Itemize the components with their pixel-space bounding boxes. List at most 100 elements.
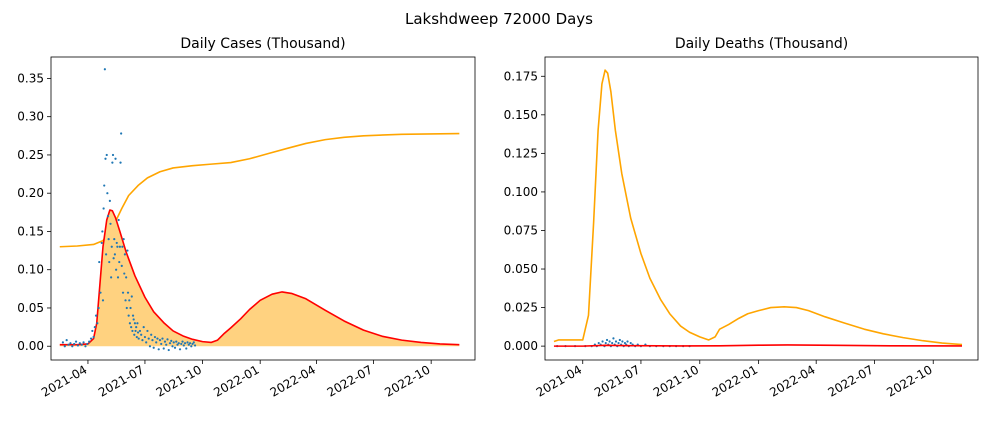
cases-observed-points-point (145, 341, 148, 344)
cases-observed-points-point (61, 341, 64, 344)
cases-observed-points-point (101, 299, 105, 302)
cases-observed-points-point (88, 340, 91, 343)
cases-observed-points-point (134, 329, 137, 333)
cases-observed-points-point (122, 238, 125, 241)
cases-observed-points-point (173, 346, 177, 349)
cases-observed-points-point (181, 340, 184, 343)
cases-observed-points-point (114, 157, 117, 160)
deaths-ytick-label: 0.150 (504, 108, 538, 122)
cases-observed-points-point (113, 253, 116, 256)
cases-observed-points-point (186, 341, 189, 344)
cases-observed-points-point (71, 345, 74, 348)
cases-observed-points-point (98, 260, 101, 264)
deaths-ytick-label: 0.000 (504, 339, 538, 353)
cases-observed-points-point (176, 343, 179, 346)
cases-observed-points-point (69, 342, 72, 345)
cases-observed-points-point (67, 343, 70, 346)
cases-observed-points-point (130, 295, 133, 298)
cases-observed-points-point (183, 342, 187, 345)
cases-observed-points-point (111, 153, 115, 157)
cases-observed-points-point (119, 161, 122, 164)
cases-observed-points-point (131, 314, 135, 317)
cases-observed-points-point (127, 314, 130, 317)
cases-observed-points-point (155, 341, 158, 344)
cases-observed-points-point (91, 329, 94, 333)
cases-observed-points-point (150, 333, 153, 336)
cases-observed-points-point (109, 222, 112, 225)
cases-observed-points-point (130, 326, 133, 329)
cases-observed-points-point (110, 245, 113, 248)
cases-observed-points-point (177, 342, 180, 345)
deaths-ytick-label: 0.050 (504, 262, 538, 276)
cases-fit-band (59, 210, 460, 347)
cases-ytick-label: 0.05 (17, 301, 44, 315)
cases-observed-points-point (82, 341, 85, 344)
cases-observed-points-point (120, 132, 123, 135)
deaths-observed-points-point (623, 341, 627, 345)
cases-ytick-label: 0.30 (17, 110, 44, 124)
cases-observed-points-point (125, 306, 128, 310)
cases-axes-frame (50, 56, 476, 361)
cases-observed-points-point (190, 345, 193, 348)
cases-observed-points-point (118, 260, 121, 264)
cases-observed-points-point (113, 238, 116, 241)
cases-observed-points-point (188, 342, 192, 345)
cases-observed-points-point (84, 345, 87, 348)
deaths-observed-points-point (604, 341, 607, 345)
deaths-axes-frame (544, 56, 979, 361)
cases-observed-points-point (80, 343, 83, 346)
deaths-observed-points-point (612, 337, 615, 340)
deaths-observed-points-point (608, 340, 611, 343)
cases-observed-points-point (74, 340, 78, 343)
cases-plot-area (59, 68, 460, 352)
cases-observed-points-point (146, 329, 149, 333)
deaths-ytick-label: 0.175 (504, 69, 538, 83)
cases-observed-points-point (143, 335, 147, 339)
cases-observed-points-point (121, 245, 124, 248)
cases-observed-points-point (132, 318, 135, 321)
cases-observed-points-point (99, 291, 102, 294)
cases-observed-points-point (135, 326, 138, 329)
cases-observed-points-point (115, 241, 118, 245)
cases-observed-points-point (128, 299, 131, 302)
deaths-observed-points-point (629, 341, 632, 345)
cases-observed-points-point (141, 339, 144, 342)
cases-observed-points-point (193, 344, 197, 347)
cases-observed-points-point (171, 345, 174, 348)
cases-observed-points-point (187, 343, 190, 346)
deaths-ytick-label: 0.125 (504, 146, 538, 160)
cases-observed-points-point (123, 253, 126, 256)
cases-observed-points-point (103, 184, 106, 187)
deaths-title: Daily Deaths (Thousand) (675, 36, 848, 52)
cases-observed-points-point (105, 153, 108, 157)
cases-observed-points-point (158, 339, 162, 342)
cases-observed-points-point (192, 341, 195, 344)
cases-observed-points-point (76, 344, 80, 347)
cases-observed-points-point (124, 299, 127, 302)
deaths-observed-points-point (597, 341, 600, 345)
cases-observed-points-point (93, 326, 96, 329)
cases-observed-points-point (148, 345, 152, 348)
deaths-plot-area (553, 69, 963, 348)
cases-observed-points-point (86, 342, 89, 346)
deaths-observed-points-point (617, 341, 620, 345)
cases-observed-points-point (136, 322, 139, 325)
cases-observed-points-point (170, 339, 173, 342)
cases-observed-points-point (142, 326, 145, 329)
cases-observed-points-point (167, 348, 170, 352)
cases-observed-points-point (152, 346, 155, 349)
cases-observed-points-point (106, 215, 110, 218)
cases-observed-points-point (101, 230, 104, 233)
cases-observed-points-point (108, 199, 111, 202)
deaths-observed-points-point (614, 340, 618, 343)
cases-observed-points-point (121, 291, 125, 294)
cases-observed-points-point (89, 337, 93, 340)
deaths-observed-points-point (611, 341, 614, 345)
cases-observed-points-point (178, 348, 182, 351)
cases-observed-points-point (131, 329, 134, 333)
cases-observed-points-point (116, 276, 120, 279)
cases-observed-points-point (175, 340, 178, 343)
cases-observed-points-point (172, 341, 175, 344)
cases-observed-points-point (108, 260, 111, 264)
cases-observed-points-point (128, 322, 132, 325)
